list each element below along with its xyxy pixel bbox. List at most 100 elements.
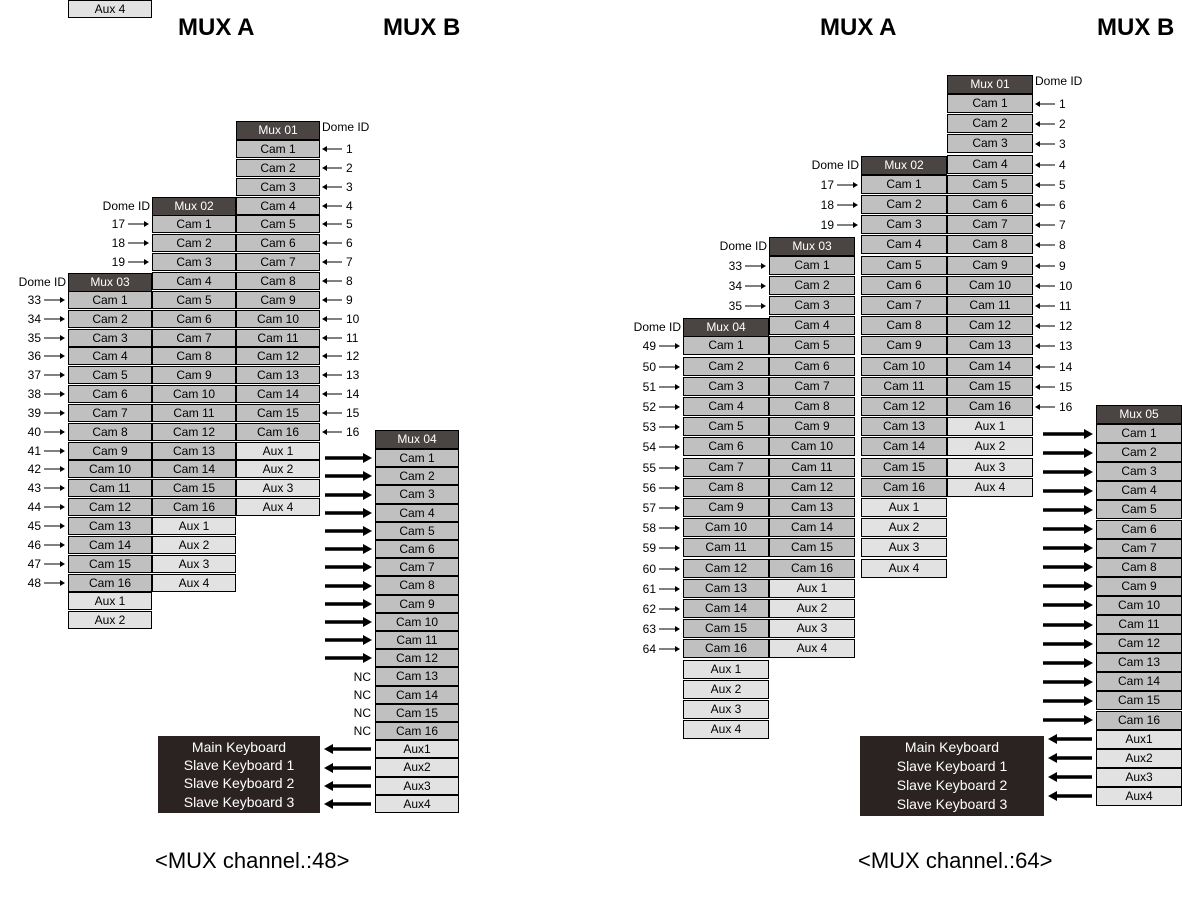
- d1-mux-1-cell: Cam 1: [236, 140, 320, 158]
- d2-dome-id-number: 15: [1059, 379, 1073, 394]
- d1-dome-id-number: 3: [346, 180, 353, 194]
- d1-keyboard-arrow: [324, 744, 371, 755]
- d2-feed-arrow: [1043, 504, 1093, 515]
- d2-mux-3-cell: Cam 1: [769, 256, 855, 275]
- d1-dome-id-number: 44: [27, 500, 41, 514]
- d2-dome-arrow: [1035, 181, 1055, 188]
- d1-dome-arrow: [44, 297, 65, 303]
- d1-mux-4-cell: Cam 3: [375, 485, 459, 504]
- d1-feed-arrow: [325, 562, 372, 573]
- d2-dome-id-number: 7: [1059, 217, 1066, 232]
- d1-keyboard-arrow: [324, 798, 371, 809]
- d2-mux-1-cell: Cam 15: [947, 377, 1033, 396]
- d1-feed-arrow: [325, 580, 372, 591]
- d2-dome-id-number: 34: [728, 278, 742, 293]
- d1-mux-2-cell: Cam 15: [152, 479, 236, 497]
- d1-dome-arrow: [322, 316, 342, 322]
- d1-dome-id-number: 16: [346, 425, 360, 439]
- d2-dome-arrow: [745, 282, 766, 289]
- d2-dome-id-number: 4: [1059, 157, 1066, 172]
- d1-dome-id-number: 42: [27, 462, 41, 476]
- d2-dome-id-number: 52: [642, 399, 656, 414]
- d2-mux-2-cell: Cam 15: [861, 458, 947, 477]
- d2-mux-2-cell: Cam 10: [861, 357, 947, 376]
- d1-dome-id-number: 14: [346, 387, 360, 401]
- d1-mux-4-cell: Cam 15: [375, 703, 459, 722]
- d1-dome-arrow: [44, 391, 65, 397]
- d2-dome-id-number: 50: [642, 359, 656, 374]
- d2-dome-id-number: 18: [820, 197, 834, 212]
- d2-mux-2-cell: Cam 3: [861, 215, 947, 234]
- d1-dome-id-number: 9: [346, 293, 353, 307]
- d1-mux-3-cell: Cam 15: [68, 555, 152, 573]
- d1-mux-3-cell: Cam 5: [68, 366, 152, 384]
- d1-mux-1-cell: Aux 1: [236, 442, 320, 460]
- d1-dome-id-number: 43: [27, 481, 41, 495]
- d1-title-mux-a: MUX A: [178, 14, 255, 41]
- d1-dome-id-number: 38: [27, 387, 41, 401]
- d2-mux-1-cell: Cam 8: [947, 235, 1033, 254]
- d1-dome-id-number: 40: [27, 425, 41, 439]
- d1-mux-3-cell: Cam 16: [68, 574, 152, 592]
- d2-mux-4-cell: Cam 9: [683, 498, 769, 517]
- d2-feed-arrow: [1043, 715, 1093, 726]
- d1-mux-1-cell: Cam 9: [236, 291, 320, 309]
- d2-mux-3-cell: Cam 8: [769, 397, 855, 416]
- d2-mux-3-cell: Cam 9: [769, 417, 855, 436]
- d1-mux-3-cell: Cam 8: [68, 423, 152, 441]
- d1-mux-1-cell: Aux 4: [236, 498, 320, 516]
- d2-dome-id-number: 12: [1059, 318, 1073, 333]
- d1-dome-arrow: [128, 240, 149, 246]
- d2-mux-2-cell: Cam 6: [861, 276, 947, 295]
- d2-dome-id-number: 1: [1059, 96, 1066, 111]
- d1-keyboard-arrow: [324, 780, 371, 791]
- d2-dome-id-number: 19: [820, 217, 834, 232]
- d2-dome-arrow: [837, 181, 858, 188]
- d2-mux-2-cell: Cam 2: [861, 195, 947, 214]
- d1-nc-label: NC: [353, 669, 371, 684]
- d1-dome-id-number: 39: [27, 406, 41, 420]
- d2-mux-5-cell: Cam 7: [1096, 538, 1182, 558]
- d2-feed-arrow: [1043, 619, 1093, 630]
- d1-mux-1-cell: Cam 4: [236, 197, 320, 215]
- d1-mux-2-cell: Cam 3: [152, 253, 236, 271]
- d2-mux-1-cell: Cam 10: [947, 276, 1033, 295]
- d2-mux-4-cell: Cam 11: [683, 538, 769, 557]
- d2-mux-5-cell: Cam 2: [1096, 443, 1182, 463]
- d1-dome-arrow: [44, 580, 65, 586]
- d2-mux-4-cell: Cam 3: [683, 377, 769, 396]
- d1-dome-arrow: [44, 410, 65, 416]
- d2-dome-arrow: [1035, 120, 1055, 127]
- d1-dome-id-number: 12: [346, 349, 360, 363]
- d1-mux-2-cell: Cam 1: [152, 215, 236, 233]
- d1-mux-4-cell: Cam 12: [375, 649, 459, 668]
- d2-dome-id-number: 56: [642, 480, 656, 495]
- d1-dome-arrow: [44, 448, 65, 454]
- d2-dome-arrow: [1035, 241, 1055, 248]
- d2-dome-arrow: [659, 585, 680, 592]
- d2-mux-1-cell: Aux 3: [947, 458, 1033, 477]
- d1-feed-arrow: [325, 635, 372, 646]
- d1-dome-id-number: 37: [27, 368, 41, 382]
- d2-dome-id-number: 60: [642, 561, 656, 576]
- d1-feed-arrow: [325, 653, 372, 664]
- d2-mux-4-cell: Cam 15: [683, 619, 769, 638]
- d2-dome-arrow: [659, 544, 680, 551]
- d2-dome-id-number: 57: [642, 500, 656, 515]
- d1-dome-id-number: 35: [27, 331, 41, 345]
- d1-mux-1-cell: Cam 13: [236, 366, 320, 384]
- d1-keyboard-label: Slave Keyboard 3: [183, 793, 295, 810]
- d2-keyboard-label: Slave Keyboard 3: [896, 796, 1008, 813]
- d1-mux-3-cell: Aux 2: [68, 611, 152, 629]
- d1-mux-4-cell: Aux4: [375, 794, 459, 813]
- d2-mux-2-cell: Cam 11: [861, 377, 947, 396]
- d2-dome-id-number: 2: [1059, 116, 1066, 131]
- d2-mux-3-cell: Cam 2: [769, 276, 855, 295]
- d2-dome-id-number: 61: [642, 581, 656, 596]
- d1-dome-id-number: 1: [346, 142, 353, 156]
- d2-mux-5-cell: Cam 3: [1096, 462, 1182, 482]
- d1-mux-4-cell: Aux1: [375, 740, 459, 759]
- d1-mux-2-cell: Aux 4: [152, 574, 236, 592]
- d2-mux-4-cell: Cam 1: [683, 336, 769, 355]
- d2-mux-3-cell: Cam 3: [769, 296, 855, 315]
